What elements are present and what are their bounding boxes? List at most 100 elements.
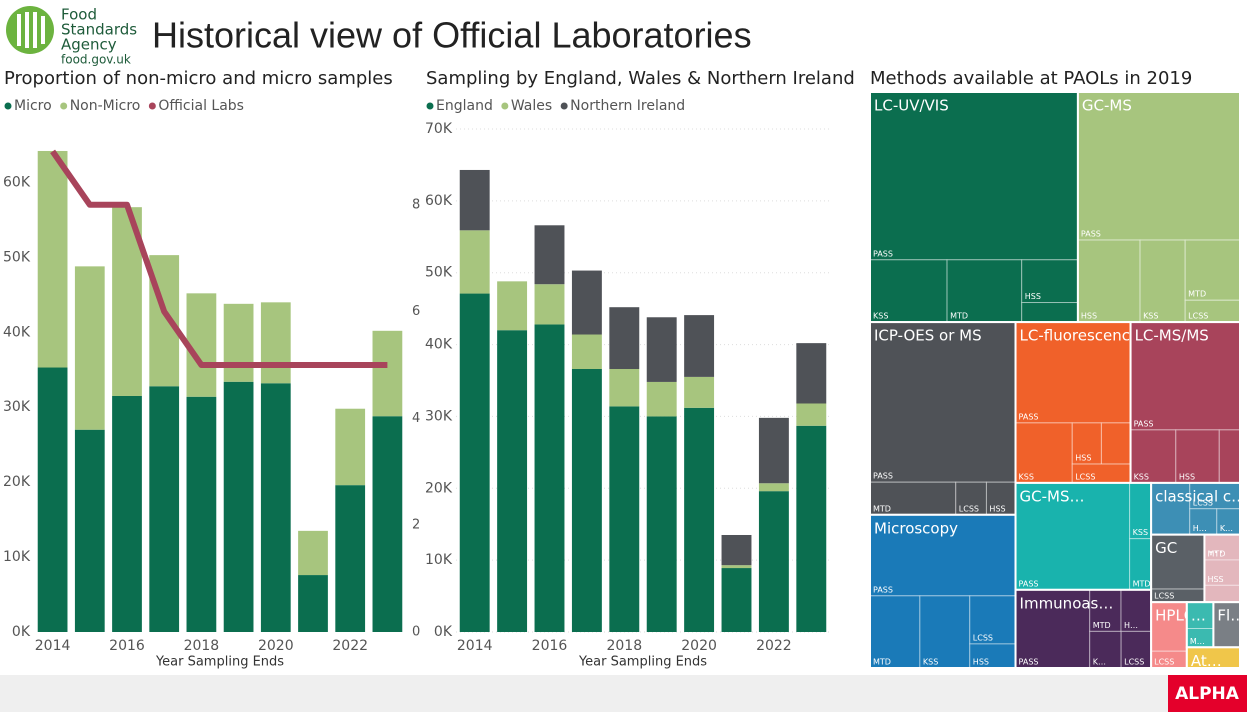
cell-label: H… [1193, 524, 1207, 533]
legend-marker [426, 102, 434, 110]
logo-stripe [17, 14, 21, 46]
cell-label: LCSS [1154, 592, 1174, 601]
cell-label: PASS [873, 472, 893, 481]
treemap-cell [869, 91, 1079, 261]
cell-label: KSS [873, 312, 888, 321]
cell-label: PASS [1019, 412, 1039, 421]
y-tick-label: 40K [3, 324, 31, 340]
treemap-cell [869, 595, 921, 669]
treemap-cell [1015, 321, 1132, 424]
cell-label: HSS [1081, 312, 1097, 321]
bar-segment [112, 395, 142, 632]
cell-label: H… [1124, 621, 1138, 630]
bar-segment [260, 383, 291, 632]
treemap-cell [1071, 422, 1102, 465]
treemap-cell [1021, 302, 1079, 323]
treemap-cell [1021, 259, 1079, 304]
bar-segment [571, 270, 602, 335]
treemap-cell [1130, 321, 1241, 431]
group-label: LC-MS/MS [1135, 327, 1209, 345]
x-tick-label: 2018 [606, 638, 642, 654]
cell-label: HSS [973, 658, 989, 667]
bar-segment [497, 330, 528, 632]
line-series [50, 149, 388, 368]
legend-label: England [436, 98, 493, 114]
treemap-cell [1189, 482, 1241, 510]
treemap-cell [1077, 91, 1241, 241]
badge-text: ALPHA [1175, 684, 1240, 704]
cell-label: KSS [1143, 312, 1158, 321]
group-label: GC-MS… [1020, 487, 1085, 505]
logo-stripe [33, 12, 37, 48]
legend-label: Official Labs [158, 98, 244, 114]
x-tick-label: 2016 [532, 638, 568, 654]
chart-title: Methods available at PAOLs in 2019 [870, 68, 1192, 89]
logo-stripe [41, 16, 45, 44]
bar-segment [571, 334, 602, 370]
cell-label: HSS [1025, 292, 1041, 301]
y-tick-label: 0K [434, 624, 453, 640]
treemap-cell [869, 321, 1017, 483]
bar-segment [721, 565, 752, 569]
bar-segment [646, 381, 677, 417]
y-tick-label: 30K [425, 408, 453, 424]
treemap-cell [985, 481, 1017, 516]
bar-segment [223, 381, 254, 632]
bar-segment [721, 534, 752, 566]
legend-label: Northern Ireland [570, 98, 685, 114]
legend-marker [560, 102, 568, 110]
treemap-cell [869, 514, 1017, 597]
y-tick-label: 20K [425, 480, 453, 496]
chart-title: Proportion of non-micro and micro sample… [4, 68, 393, 89]
bar-segment [758, 491, 789, 632]
cell-label: PASS [1134, 419, 1154, 428]
y-tick-label: 50K [3, 249, 31, 265]
treemap-cell [1077, 239, 1141, 323]
bar-segment [796, 403, 827, 426]
cell-label: PASS [1019, 579, 1039, 588]
cell-label: HSS [1207, 575, 1223, 584]
treemap-cell [1218, 429, 1241, 484]
legend-marker [60, 102, 68, 110]
bar-segment [372, 416, 403, 632]
logo-text: Standards [61, 21, 137, 39]
cell-label: PASS [1081, 230, 1101, 239]
treemap-cell [1184, 239, 1241, 301]
x-tick-label: 2018 [184, 638, 220, 654]
bar-segment [609, 369, 640, 407]
bar-segment [335, 408, 366, 486]
bar-segment [459, 230, 490, 294]
y-tick-label: 70K [425, 121, 453, 137]
treemap-cell [1189, 508, 1218, 536]
treemap-cell [1130, 429, 1177, 484]
cell-label: MTD [1207, 549, 1225, 558]
x-tick-label: 2014 [35, 638, 71, 654]
group-label: Fl… [1217, 607, 1245, 625]
legend-label: Non-Micro [70, 98, 141, 114]
bar-segment [646, 416, 677, 632]
bar-segment [684, 376, 715, 408]
treemap-cell [969, 643, 1017, 669]
bar-segment [758, 483, 789, 492]
x-tick-label: 2020 [681, 638, 717, 654]
bar-segment [37, 367, 68, 632]
treemap-cell [1100, 422, 1132, 465]
cell-label: MTD [873, 658, 891, 667]
treemap-cell [869, 259, 948, 323]
bar-segment [609, 406, 640, 632]
cell-label: HSS [1179, 472, 1195, 481]
group-label: At… [1191, 652, 1222, 670]
bar-segment [298, 575, 328, 632]
bar-segment [223, 303, 254, 382]
bar-segment [372, 330, 403, 417]
bar-segment [534, 225, 565, 285]
cell-label: LCSS [973, 633, 993, 642]
bar-segment [796, 425, 827, 632]
logo: Food Standards Agency food.gov.uk [6, 6, 137, 67]
cell-label: MTD [950, 312, 968, 321]
y2-tick-label: 6 [412, 304, 420, 319]
bar-segment [298, 530, 328, 576]
y2-tick-label: 4 [412, 411, 420, 426]
y2-tick-label: 8 [412, 197, 420, 212]
